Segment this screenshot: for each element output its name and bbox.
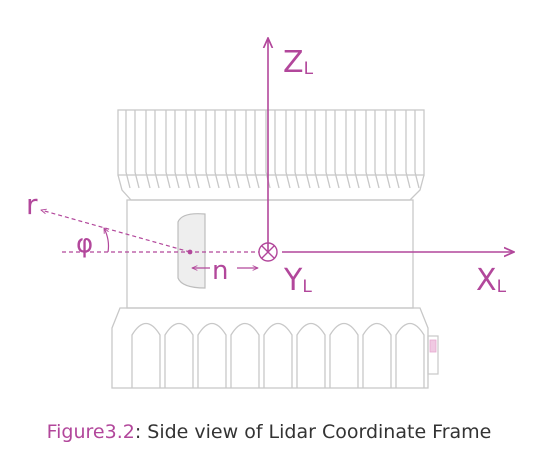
lidar-top-fin [305, 110, 320, 189]
lidar-bottom-rib [230, 322, 260, 388]
lidar-top-fin [405, 110, 420, 189]
lidar-top-fin [225, 110, 240, 189]
phi-angle-arc [103, 228, 110, 253]
caption-text: : Side view of Lidar Coordinate Frame [134, 421, 492, 443]
lidar-top-fin [165, 110, 180, 189]
y-axis-into-page-symbol [258, 242, 278, 262]
lidar-top-fin [205, 110, 220, 189]
lidar-bottom-rib [296, 322, 326, 388]
lidar-top-fin [125, 110, 140, 189]
figure-caption: Figure3.2: Side view of Lidar Coordinate… [0, 421, 538, 443]
lidar-bottom-base [111, 307, 429, 389]
lidar-top-fin [325, 110, 340, 189]
lidar-top-cap [117, 109, 425, 176]
lidar-bottom-rib [131, 322, 161, 388]
lidar-top-fins [125, 110, 420, 189]
lidar-connector [427, 335, 439, 375]
lidar-bottom-rib [164, 322, 194, 388]
lidar-bottom-rib [395, 322, 425, 388]
y-axis-label: YL [283, 263, 312, 298]
r-label: r [26, 188, 38, 221]
lidar-top-fin [145, 110, 160, 189]
lidar-bottom-ribs [131, 322, 425, 388]
r-range-dashed-arrow [41, 210, 191, 253]
lidar-top-fin [365, 110, 380, 189]
z-axis-label: ZL [283, 45, 314, 80]
lidar-bottom-rib [197, 322, 227, 388]
phi-label: φ [76, 229, 93, 259]
lidar-sensor-outline [111, 109, 429, 389]
lidar-top-fin [345, 110, 360, 189]
n-label: n [212, 256, 228, 286]
lidar-bottom-rib [329, 322, 359, 388]
lidar-top-fin [245, 110, 260, 189]
lidar-bottom-rib [263, 322, 293, 388]
lidar-bottom-rib [362, 322, 392, 388]
figure-number: Figure3.2 [46, 421, 135, 443]
laser-origin-dot [187, 249, 193, 255]
x-axis-label: XL [476, 263, 507, 298]
lidar-top-fin [185, 110, 200, 189]
lidar-top-skirt [117, 174, 425, 201]
lidar-top-fin [385, 110, 400, 189]
lidar-top-fin [285, 110, 300, 189]
